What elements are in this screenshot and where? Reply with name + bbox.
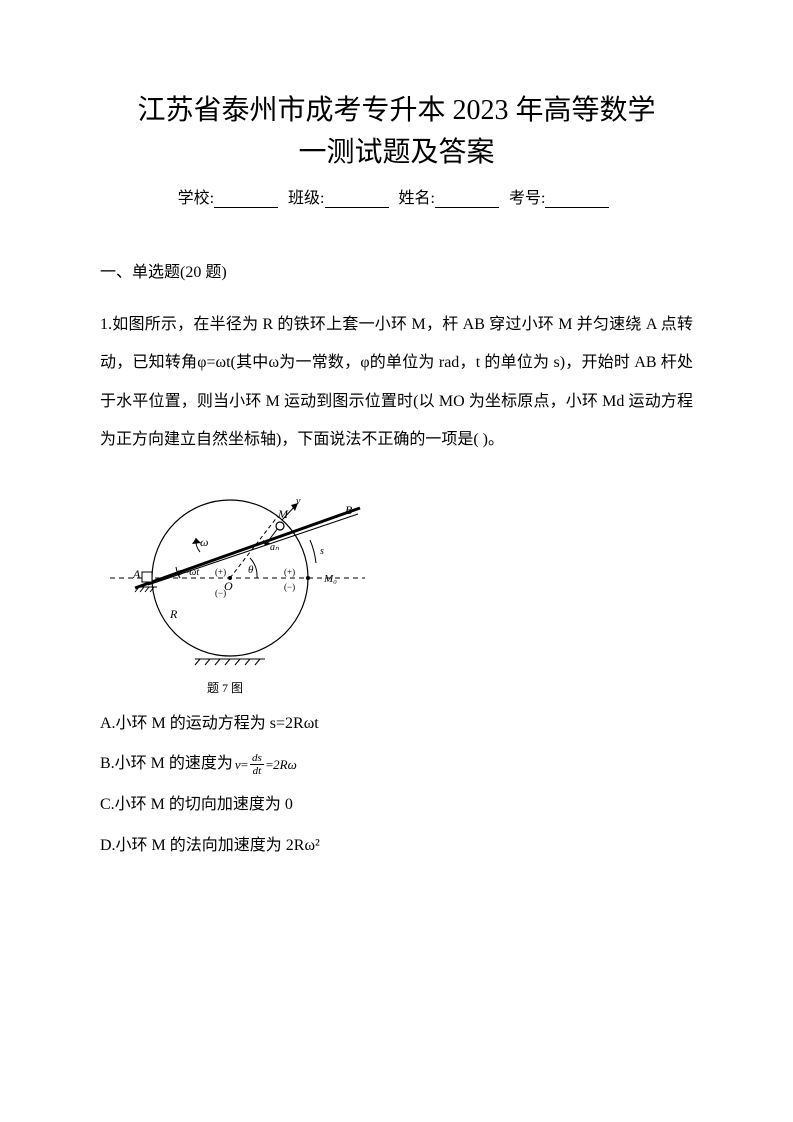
- option-b: B.小环 M 的速度为 v = ds dt = 2Rω: [100, 750, 693, 779]
- label-phi: φ=ωt: [177, 567, 199, 578]
- point-m0: [306, 576, 310, 580]
- exam-no-blank[interactable]: [545, 190, 609, 208]
- hatch-b5: [235, 659, 240, 665]
- label-m0: M₀: [323, 573, 337, 585]
- label-an: aₙ: [270, 542, 280, 553]
- option-a: A.小环 M 的运动方程为 s=2Rωt: [100, 710, 693, 739]
- hatch-b2: [205, 659, 210, 665]
- question-number: 1.: [100, 316, 112, 333]
- option-b-prefix: B.小环 M 的速度为: [100, 750, 233, 779]
- figure-caption: 题 7 图: [100, 679, 350, 696]
- label-r: R: [169, 607, 178, 621]
- label-plus-2: (+): [215, 567, 226, 577]
- diagram-svg: A B M O R ω φ=ωt θ aₙ v s M₀ (+) (+) (−)…: [100, 478, 390, 668]
- name-label: 姓名:: [399, 190, 435, 207]
- formula-eq2: =: [266, 753, 273, 776]
- question-1-text: 1.如图所示，在半径为 R 的铁环上套一小环 M，杆 AB 穿过小环 M 并匀速…: [100, 306, 693, 460]
- formula-ds: ds: [250, 752, 264, 765]
- info-line: 学校: 班级: 姓名: 考号:: [100, 184, 693, 208]
- formula-fraction: ds dt: [250, 752, 264, 777]
- formula-eq1: =: [241, 753, 248, 776]
- name-blank[interactable]: [435, 190, 499, 208]
- formula-dt: dt: [251, 765, 264, 777]
- option-d-text: D.小环 M 的法向加速度为 2Rω²: [100, 832, 320, 861]
- question-1-figure: A B M O R ω φ=ωt θ aₙ v s M₀ (+) (+) (−)…: [100, 478, 390, 673]
- hatch-a3: [145, 587, 149, 592]
- label-plus-1: (+): [284, 567, 295, 577]
- hatch-b3: [215, 659, 220, 665]
- s-arc: [310, 540, 316, 563]
- hatch-a2: [140, 587, 144, 592]
- school-blank[interactable]: [214, 190, 278, 208]
- option-d: D.小环 M 的法向加速度为 2Rω²: [100, 832, 693, 861]
- label-m: M: [277, 507, 289, 521]
- label-minus-2: (−): [215, 588, 226, 598]
- exam-no-label: 考号:: [509, 190, 545, 207]
- hatch-b7: [255, 659, 260, 665]
- page-title: 江苏省泰州市成考专升本 2023 年高等数学 一测试题及答案: [100, 90, 693, 174]
- section-title: 一、单选题(20 题): [100, 258, 693, 282]
- class-blank[interactable]: [325, 190, 389, 208]
- label-s: s: [320, 546, 324, 557]
- option-c: C.小环 M 的切向加速度为 0: [100, 791, 693, 820]
- title-line-2: 一测试题及答案: [298, 137, 494, 168]
- option-a-text: A.小环 M 的运动方程为 s=2Rωt: [100, 710, 319, 739]
- class-label: 班级:: [288, 190, 324, 207]
- label-minus-1: (−): [284, 582, 295, 592]
- formula-result: 2Rω: [273, 753, 297, 776]
- hatch-b6: [245, 659, 250, 665]
- label-b: B: [345, 503, 353, 517]
- label-omega: ω: [200, 535, 208, 549]
- title-line-1: 江苏省泰州市成考专升本 2023 年高等数学: [137, 95, 655, 126]
- school-label: 学校:: [178, 190, 214, 207]
- label-a: A: [132, 567, 141, 581]
- option-b-formula: v = ds dt = 2Rω: [235, 752, 297, 777]
- ring-m: [276, 522, 284, 530]
- label-theta: θ: [248, 564, 254, 576]
- question-body: 如图所示，在半径为 R 的铁环上套一小环 M，杆 AB 穿过小环 M 并匀速绕 …: [100, 316, 693, 448]
- label-v: v: [296, 496, 301, 507]
- pivot-a: [142, 572, 152, 582]
- hatch-b4: [225, 659, 230, 665]
- option-c-text: C.小环 M 的切向加速度为 0: [100, 791, 293, 820]
- hatch-b1: [195, 659, 200, 665]
